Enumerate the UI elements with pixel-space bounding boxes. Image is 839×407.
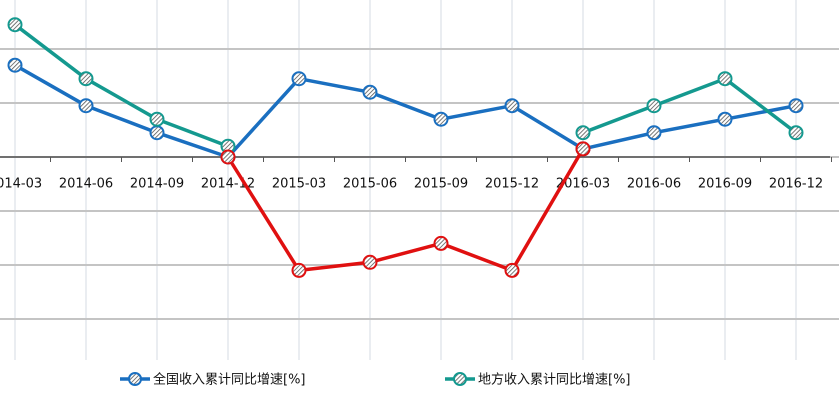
data-point <box>788 98 804 114</box>
data-point <box>78 98 94 114</box>
data-point <box>78 71 94 87</box>
data-point <box>7 17 23 33</box>
data-point <box>7 57 23 73</box>
data-point <box>646 98 662 114</box>
data-point <box>433 111 449 127</box>
data-point <box>717 111 733 127</box>
legend-marker <box>128 372 142 386</box>
x-tick-label: 2016-12 <box>769 177 823 192</box>
x-tick-label: 2016-03 <box>556 177 610 192</box>
x-tick-label: 2015-09 <box>414 177 468 192</box>
x-tick-label: 2014-09 <box>130 177 184 192</box>
series-line <box>14 63 797 159</box>
data-point <box>433 235 449 251</box>
data-point <box>291 262 307 278</box>
series-line <box>226 148 585 273</box>
x-tick-label: 2014-06 <box>59 177 113 192</box>
data-point <box>220 149 236 165</box>
legend-label: 全国收入累计同比增速[%] <box>153 372 306 388</box>
x-tick-label: 2016-06 <box>627 177 681 192</box>
x-tick-label: 2015-03 <box>272 177 326 192</box>
data-point <box>504 262 520 278</box>
data-point <box>575 125 591 141</box>
data-point <box>291 71 307 87</box>
x-tick-label: 2016-09 <box>698 177 752 192</box>
data-point <box>362 254 378 270</box>
legend-marker <box>453 372 467 386</box>
legend-label: 地方收入累计同比增速[%] <box>478 372 631 388</box>
x-tick-label: 2015-12 <box>485 177 539 192</box>
data-point <box>717 71 733 87</box>
data-point <box>362 84 378 100</box>
x-tick-label: 2015-06 <box>343 177 397 192</box>
x-tick-label: 2014-03 <box>0 177 42 192</box>
data-point <box>646 125 662 141</box>
data-point <box>149 125 165 141</box>
data-point <box>149 111 165 127</box>
data-point <box>575 141 591 157</box>
series-line <box>13 23 798 148</box>
data-point <box>788 125 804 141</box>
data-point <box>504 98 520 114</box>
